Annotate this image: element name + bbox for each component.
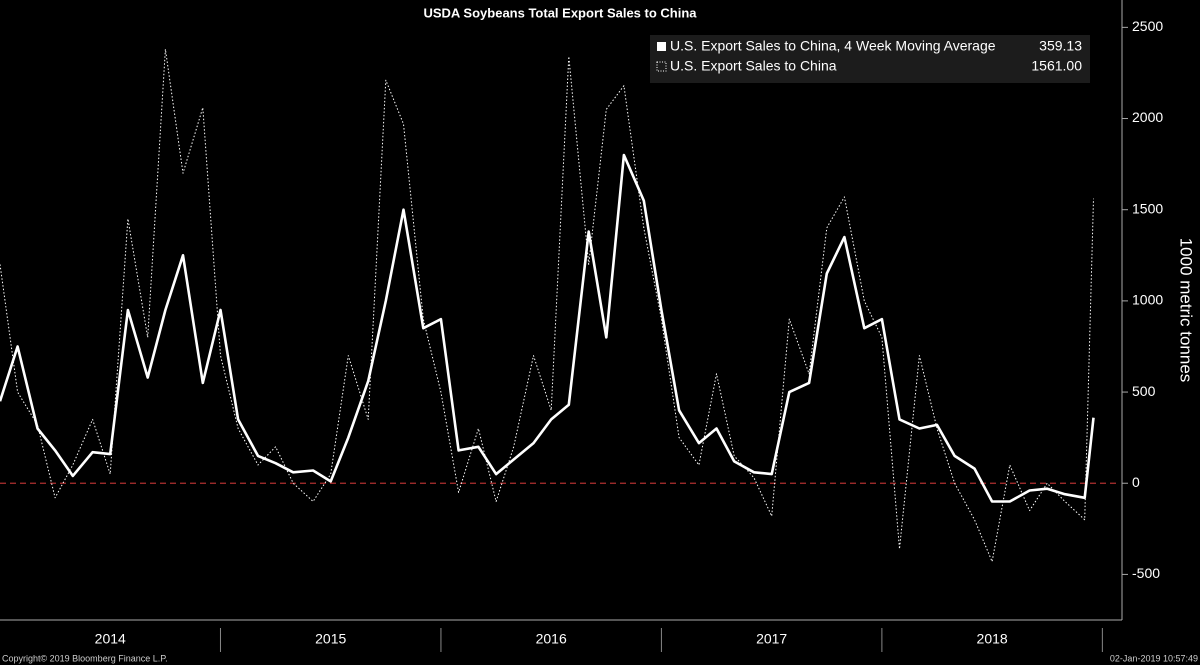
x-tick-label: 2018	[977, 631, 1008, 647]
legend-value: 1561.00	[1031, 58, 1082, 74]
y-tick-label: 500	[1132, 383, 1156, 399]
legend-box	[650, 35, 1090, 83]
legend-value: 359.13	[1039, 38, 1082, 54]
y-tick-label: 0	[1132, 474, 1140, 490]
raw-line	[0, 48, 1094, 563]
legend-label: U.S. Export Sales to China, 4 Week Movin…	[670, 38, 996, 54]
footer-timestamp: 02-Jan-2019 10:57:49	[1110, 653, 1198, 663]
y-tick-label: 1000	[1132, 292, 1163, 308]
footer-copyright: Copyright© 2019 Bloomberg Finance L.P.	[2, 653, 168, 663]
x-tick-label: 2016	[536, 631, 567, 647]
x-tick-label: 2014	[95, 631, 126, 647]
x-tick-label: 2015	[315, 631, 346, 647]
moving-average-line	[0, 153, 1095, 503]
y-tick-label: 2000	[1132, 109, 1163, 125]
y-tick-label: -500	[1132, 565, 1160, 581]
legend-label: U.S. Export Sales to China	[670, 58, 837, 74]
y-tick-label: 1500	[1132, 200, 1163, 216]
legend-swatch	[656, 61, 667, 72]
legend-swatch	[657, 42, 666, 51]
y-tick-label: 2500	[1132, 18, 1163, 34]
x-tick-label: 2017	[756, 631, 787, 647]
y-axis-label: 1000 metric tonnes	[1177, 238, 1196, 383]
chart-title: USDA Soybeans Total Export Sales to Chin…	[423, 5, 697, 20]
